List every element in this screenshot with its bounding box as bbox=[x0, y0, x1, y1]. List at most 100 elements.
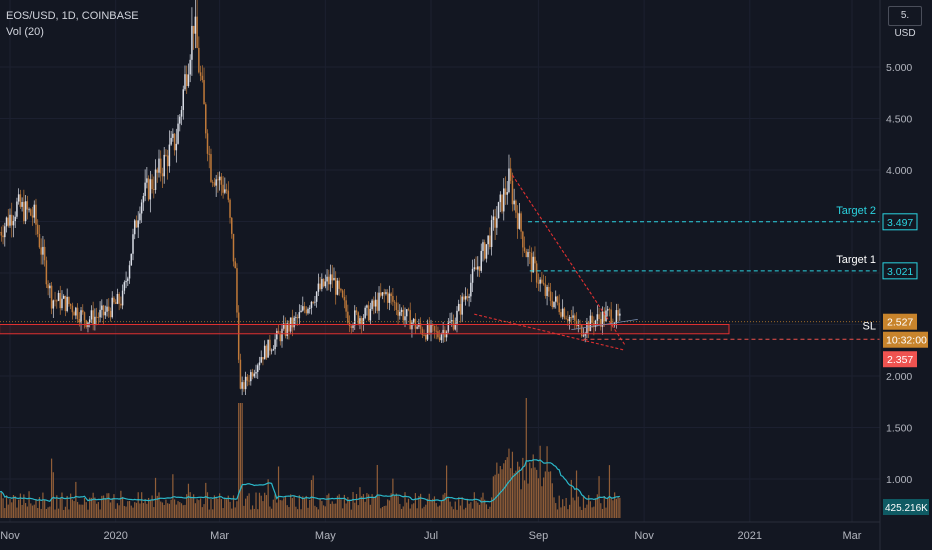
volume-bar bbox=[267, 479, 269, 518]
candle bbox=[426, 319, 429, 342]
volume-bar bbox=[459, 505, 462, 518]
candle bbox=[151, 174, 153, 194]
volume-bar bbox=[37, 507, 39, 518]
currency-badge[interactable]: 5. USD bbox=[888, 6, 922, 39]
candle-body bbox=[354, 310, 356, 326]
candle bbox=[464, 287, 467, 306]
candle-body bbox=[208, 153, 210, 155]
candle-body bbox=[617, 310, 619, 316]
candle-body bbox=[28, 209, 30, 211]
candle bbox=[210, 148, 212, 183]
candle-body bbox=[532, 256, 534, 273]
grid bbox=[0, 0, 880, 522]
candle-body bbox=[535, 263, 538, 283]
candle-body bbox=[497, 202, 500, 219]
candle-body bbox=[492, 216, 495, 221]
volume-bar bbox=[64, 506, 67, 518]
candle-body bbox=[383, 292, 385, 294]
candle-body bbox=[482, 242, 484, 251]
candle bbox=[179, 114, 181, 132]
candle-body bbox=[59, 293, 61, 309]
candle bbox=[282, 315, 285, 331]
candle-body bbox=[225, 189, 228, 191]
candle-body bbox=[158, 158, 160, 173]
volume-bar bbox=[151, 495, 153, 518]
candle-body bbox=[544, 284, 547, 296]
candle bbox=[170, 131, 172, 146]
candle-body bbox=[288, 323, 290, 332]
volume-bar bbox=[7, 504, 9, 518]
candle-body bbox=[161, 173, 164, 177]
candle-body bbox=[298, 312, 301, 319]
volume-bar bbox=[271, 508, 273, 518]
volume-bar bbox=[522, 457, 524, 518]
volume-bar bbox=[158, 492, 160, 518]
candle bbox=[94, 308, 96, 331]
candle-body bbox=[132, 234, 134, 254]
y-tick-label: 4.000 bbox=[886, 165, 912, 177]
candle bbox=[272, 345, 275, 351]
candle bbox=[435, 324, 437, 340]
candle bbox=[459, 294, 462, 323]
volume-bar bbox=[28, 491, 30, 518]
candle bbox=[572, 306, 574, 321]
volume-bar bbox=[255, 492, 257, 518]
candle-body bbox=[97, 317, 100, 318]
candle bbox=[357, 311, 359, 326]
candle bbox=[276, 328, 278, 347]
volume-bar bbox=[18, 499, 20, 518]
candle bbox=[241, 376, 243, 396]
volume-bar bbox=[589, 501, 591, 518]
candle bbox=[9, 208, 11, 228]
candle-body bbox=[187, 74, 190, 87]
candle-body bbox=[442, 329, 444, 335]
x-tick-label: Jul bbox=[424, 530, 438, 542]
volume-bar bbox=[187, 483, 190, 518]
volume-bar bbox=[333, 503, 335, 518]
candle-body bbox=[601, 311, 604, 327]
candle-body bbox=[76, 307, 79, 320]
volume-bar bbox=[414, 493, 417, 518]
candle-body bbox=[265, 345, 268, 358]
volume-bar bbox=[475, 500, 477, 518]
volume-bar bbox=[338, 494, 340, 518]
candle bbox=[253, 369, 256, 379]
volume-bar bbox=[12, 495, 15, 518]
candle bbox=[0, 226, 3, 242]
candle-body bbox=[293, 317, 295, 328]
volume-bar bbox=[345, 503, 347, 518]
candle bbox=[541, 271, 543, 284]
volume-bar bbox=[458, 497, 460, 518]
candle bbox=[33, 200, 36, 224]
candle-body bbox=[0, 232, 3, 236]
volume-bar bbox=[217, 498, 219, 518]
volume-bar bbox=[135, 502, 138, 518]
candle bbox=[106, 299, 108, 317]
candle bbox=[189, 54, 191, 83]
candle-body bbox=[591, 315, 593, 323]
volume-bar bbox=[208, 509, 210, 518]
volume-bar bbox=[101, 495, 103, 518]
candle-body bbox=[577, 324, 580, 327]
volume-bar bbox=[463, 509, 465, 518]
volume-bar bbox=[425, 504, 427, 518]
candle-body bbox=[310, 301, 313, 308]
candle-body bbox=[168, 144, 171, 167]
volume-bar bbox=[369, 504, 371, 518]
candle bbox=[321, 273, 323, 292]
candle bbox=[383, 288, 385, 303]
volume-bar bbox=[262, 501, 264, 518]
candle-body bbox=[180, 109, 183, 117]
volume-bar bbox=[399, 503, 401, 518]
candle-body bbox=[102, 305, 105, 316]
volume-bar bbox=[324, 506, 326, 518]
volume-bar bbox=[172, 474, 174, 518]
candle-body bbox=[121, 290, 124, 306]
volume-bar bbox=[85, 502, 87, 518]
candle bbox=[196, 0, 198, 49]
candle-body bbox=[73, 312, 75, 316]
candle bbox=[400, 307, 403, 317]
candle bbox=[480, 243, 482, 273]
volume-bar bbox=[487, 508, 489, 518]
